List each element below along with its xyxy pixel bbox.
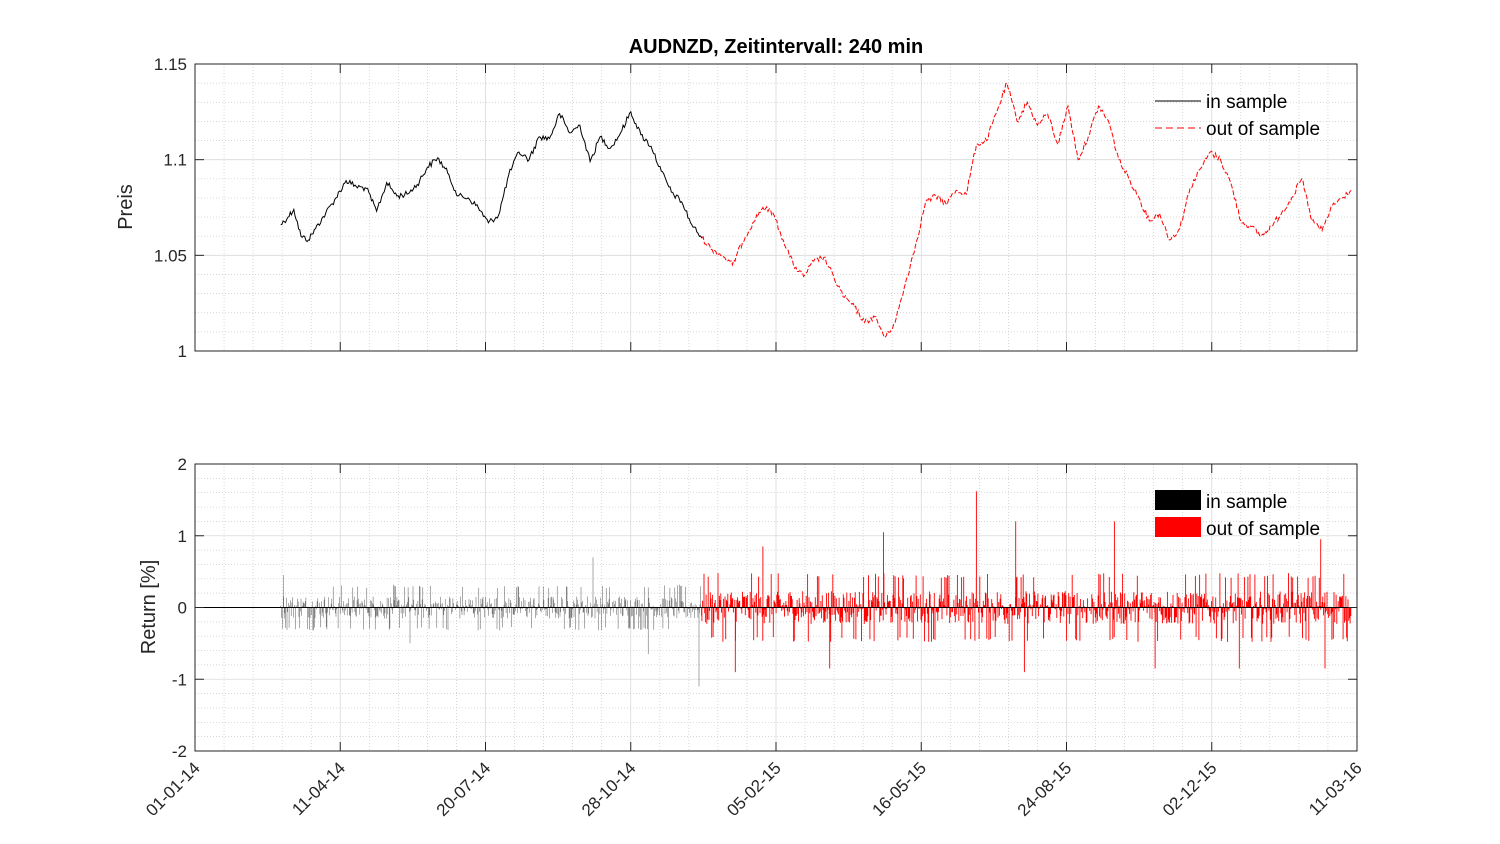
x-tick-label: 11-03-16 [1305,758,1366,819]
return-series [280,491,1352,687]
return-series-in-sample [280,557,702,687]
legend-in-sample-swatch [1155,490,1201,510]
x-tick-label: 02-12-15 [1159,758,1221,820]
price-y-ticks: 1 1.05 1.1 1.15 [154,55,1357,361]
y-tick-label: 1 [178,342,187,361]
y-tick-label: 1.05 [154,246,187,265]
legend-out-of-sample-label-bottom: out of sample [1206,519,1320,540]
y-tick-label: 1.15 [154,55,187,74]
x-tick-label: 24-08-15 [1014,758,1076,820]
y-tick-label: 1.1 [163,151,187,170]
y-tick-label: 2 [178,455,187,474]
series-line-out-of-sample [701,82,1352,339]
return-axes: -2 -1 0 1 2 01-01-14 11-04-14 20-07-14 28-10-14… [138,455,1366,820]
price-y-axis-label: Preis [115,184,137,230]
price-legend: in sample out of sample [1155,92,1320,140]
y-tick-label: -1 [172,670,187,689]
x-tick-label: 11-04-14 [288,758,349,819]
return-legend: in sample out of sample [1155,490,1320,540]
x-tick-label: 01-01-14 [142,758,204,820]
legend-in-sample-label-bottom: in sample [1206,492,1287,513]
price-series [280,82,1352,339]
return-y-axis-label: Return [%] [138,560,160,654]
legend-in-sample-label: in sample [1206,92,1287,113]
y-tick-label: 1 [178,527,187,546]
y-tick-label: -2 [172,742,187,761]
series-line-in-sample [280,110,703,243]
price-x-ticks [194,64,1358,351]
legend-out-of-sample-swatch [1155,517,1201,537]
chart-title: AUDNZD, Zeitintervall: 240 min [629,36,924,58]
x-tick-label: 05-02-15 [723,758,785,820]
y-tick-label: 0 [178,599,187,618]
return-y-ticks: -2 -1 0 1 2 [172,455,1357,761]
x-tick-label: 16-05-15 [869,758,931,820]
legend-out-of-sample-label: out of sample [1206,119,1320,140]
x-tick-label: 28-10-14 [578,758,640,820]
price-axes: 1 1.05 1.1 1.15 AUDNZD, Zeitintervall: 240 … [115,36,1358,361]
x-tick-label: 20-07-14 [433,758,495,820]
